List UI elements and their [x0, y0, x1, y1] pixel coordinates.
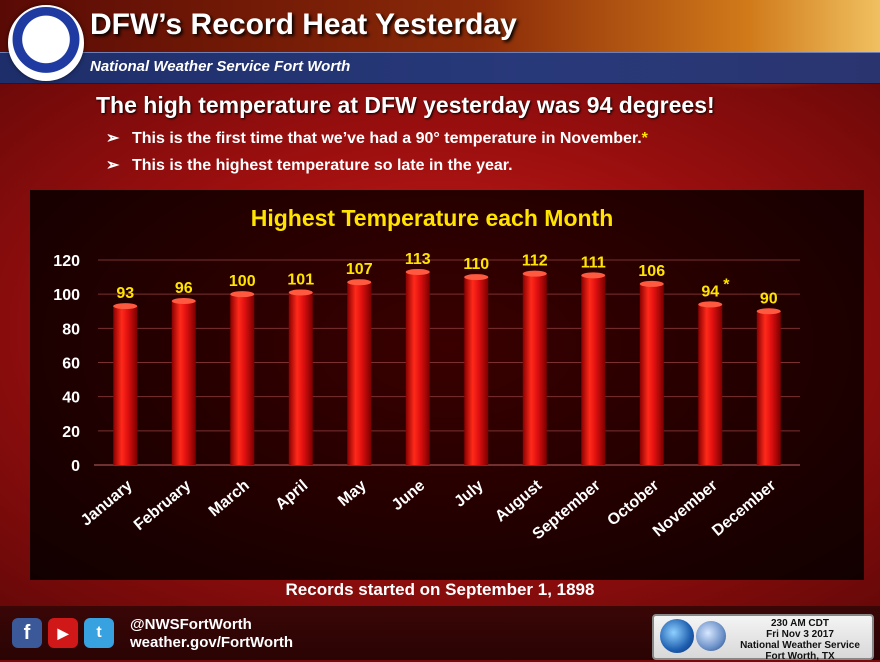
bar [288, 292, 313, 465]
bullet-1-star: * [641, 130, 648, 147]
data-label: 106 [638, 263, 665, 280]
data-label: 100 [229, 273, 256, 290]
x-tick-label: August [492, 477, 546, 526]
x-tick-label: July [451, 477, 487, 511]
stamp-date: Fri Nov 3 2017 [766, 629, 834, 640]
data-label: 111 [581, 254, 606, 271]
y-tick-label: 40 [62, 390, 80, 407]
data-label: 113 [405, 251, 431, 268]
social-info: @NWSFortWorth weather.gov/FortWorth [130, 616, 293, 652]
data-label: 110 [463, 256, 489, 273]
x-tick-label: December [709, 477, 779, 540]
y-tick-label: 100 [53, 287, 80, 304]
youtube-icon[interactable]: ▶ [48, 618, 78, 648]
bar-top [405, 268, 430, 275]
bar-top [288, 289, 313, 296]
bullet-2: ➢ This is the highest temperature so late… [106, 155, 513, 175]
timestamp-text: 230 AM CDT Fri Nov 3 2017 National Weath… [730, 618, 870, 662]
data-label: 107 [346, 261, 373, 278]
arrow-bullet-icon: ➢ [106, 157, 120, 174]
bar-top [639, 280, 664, 287]
bar [171, 301, 196, 465]
bar [230, 294, 255, 465]
y-tick-label: 80 [62, 321, 80, 338]
bar-top [464, 274, 489, 281]
nws-logo-icon [8, 5, 84, 81]
stamp-time: 230 AM CDT [771, 618, 829, 629]
timestamp-box: 230 AM CDT Fri Nov 3 2017 National Weath… [652, 614, 874, 662]
data-label: 90 [760, 290, 778, 307]
y-tick-label: 120 [53, 253, 80, 270]
bar-chart: Highest Temperature each Month 0 20 40 60 80… [53, 205, 800, 544]
bar [347, 282, 372, 465]
x-tick-label: November [650, 477, 721, 540]
data-label: 94 [701, 283, 719, 300]
bar [113, 306, 138, 465]
data-label: 101 [287, 271, 314, 288]
title-bar [0, 0, 880, 52]
data-label: 93 [116, 285, 134, 302]
chart-panel [30, 190, 864, 580]
x-tick-label: June [389, 477, 429, 514]
bar [639, 283, 664, 465]
data-label: 112 [522, 253, 548, 270]
bar-top [171, 298, 196, 304]
bar [405, 271, 430, 465]
bar-top [522, 270, 547, 277]
y-tick-label: 0 [71, 458, 80, 475]
bar-top [230, 291, 255, 298]
website-link[interactable]: weather.gov/FortWorth [130, 634, 294, 651]
nws-logo-icon [696, 621, 726, 651]
x-tick-label: January [78, 477, 136, 530]
chart-gridlines [94, 259, 800, 466]
bar-top [756, 308, 781, 315]
x-tick-label: March [206, 477, 253, 520]
facebook-icon[interactable]: f [12, 618, 42, 648]
x-tick-label: April [272, 477, 311, 513]
bar-top [113, 303, 138, 310]
bar-top [581, 272, 606, 279]
page-title: DFW’s Record Heat Yesterday [90, 8, 517, 41]
arrow-bullet-icon: ➢ [106, 130, 120, 147]
page-subtitle: National Weather Service Fort Worth [90, 58, 351, 75]
headline: The high temperature at DFW yesterday wa… [96, 92, 715, 118]
x-tick-label: May [335, 477, 370, 510]
x-tick-label: February [131, 477, 194, 534]
y-tick-label: 60 [62, 356, 80, 373]
bar-top [698, 301, 723, 308]
bar [581, 275, 606, 465]
chart-title: Highest Temperature each Month [251, 205, 614, 231]
bullet-1-text: This is the first time that we’ve had a … [132, 130, 642, 147]
bar [464, 277, 489, 465]
bar-series: 93 96 100 101 107 113 110 112 111 106 94 * 90 [113, 251, 781, 465]
bar [698, 304, 723, 465]
bar [522, 273, 547, 465]
y-tick-label: 20 [62, 424, 80, 441]
y-axis: 0 20 40 60 80 100 120 [53, 253, 80, 475]
twitter-icon[interactable]: t [84, 618, 114, 648]
data-label: 96 [175, 280, 193, 297]
bullet-1: ➢ This is the first time that we’ve had a… [106, 128, 648, 148]
bar-top [347, 279, 372, 286]
x-tick-label: October [604, 477, 662, 529]
stamp-location: Fort Worth, TX [765, 651, 835, 662]
stamp-office: National Weather Service [740, 640, 860, 651]
noaa-logo-icon [660, 619, 694, 653]
bar [756, 311, 781, 465]
annotation-star: * [723, 276, 730, 293]
bullet-2-text: This is the highest temperature so late … [132, 157, 513, 174]
twitter-handle[interactable]: @NWSFortWorth [130, 616, 252, 633]
records-note: Records started on September 1, 1898 [285, 580, 595, 599]
subtitle-bar [0, 52, 880, 84]
